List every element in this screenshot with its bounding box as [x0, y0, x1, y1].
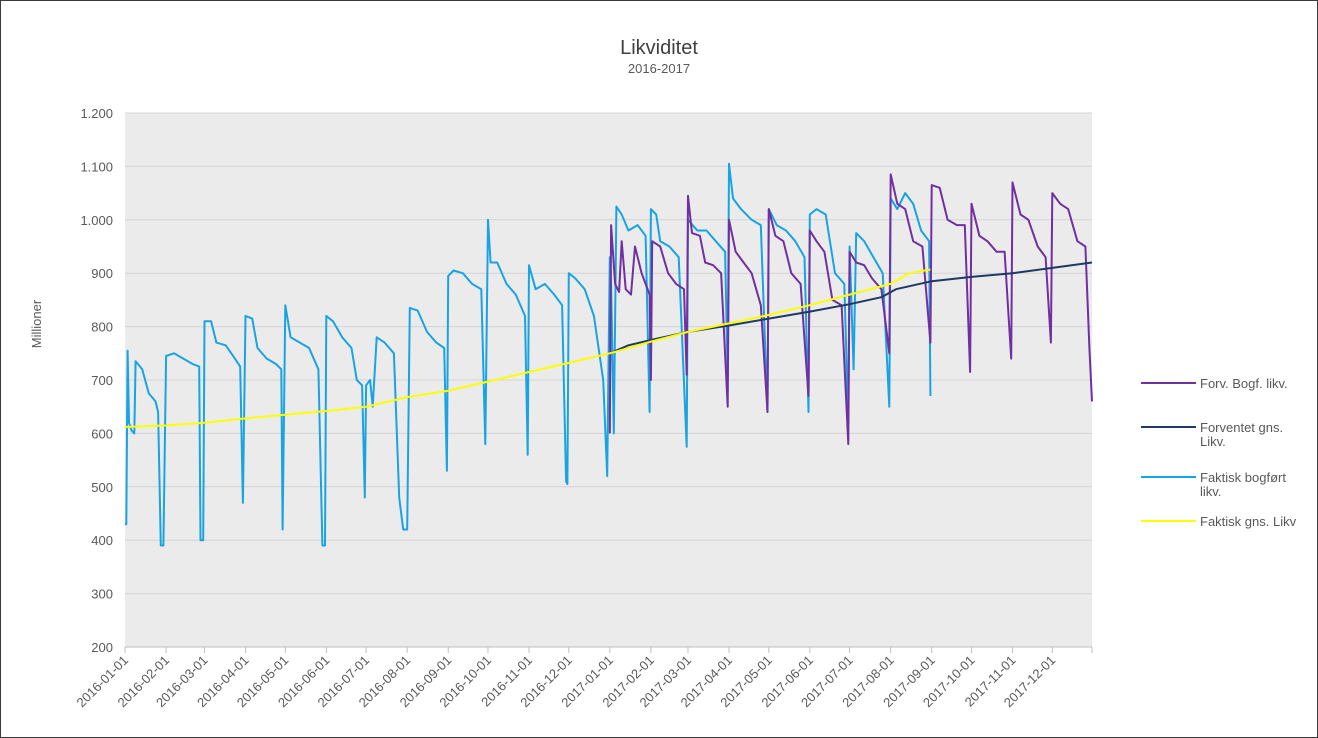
legend-label: Forv. Bogf. likv.: [1200, 376, 1288, 391]
legend-label: Forventet gns. Likv.: [1200, 420, 1283, 449]
legend-label: Faktisk gns. Likv: [1200, 514, 1297, 529]
y-tick-label: 1.100: [80, 159, 113, 174]
y-tick-label: 300: [91, 587, 113, 602]
y-tick-label: 700: [91, 373, 113, 388]
y-tick-label: 800: [91, 320, 113, 335]
legend-entry: Forv. Bogf. likv.: [1141, 376, 1288, 391]
gridlines: [125, 112, 1092, 648]
y-tick-label: 1.000: [80, 213, 113, 228]
series-line-faktisk-gns-likv: [124, 268, 931, 428]
y-tick-label: 1.200: [80, 106, 113, 121]
y-tick-label: 200: [91, 640, 113, 655]
y-axis-ticks: 200 300 400 500 600 700 800 900 1.000 1.100 1.200: [80, 106, 113, 655]
y-tick-label: 900: [91, 266, 113, 281]
legend-entry: Faktisk gns. Likv: [1141, 514, 1297, 529]
y-tick-label: 600: [91, 426, 113, 441]
chart-subtitle: 2016-2017: [628, 61, 690, 76]
series-line-forventet-gns-likv: [609, 261, 1093, 355]
y-tick-label: 400: [91, 533, 113, 548]
legend: Forv. Bogf. likv. Forventet gns. Likv. Fakt…: [1141, 376, 1297, 529]
y-axis-label: Millioner: [29, 299, 44, 348]
chart-title: Likviditet: [620, 37, 698, 59]
legend-label: Faktisk bogført likv.: [1200, 470, 1286, 499]
series-line-faktisk-bogf-rt-likv: [125, 162, 932, 547]
series-line-forv-bogf-likv: [608, 173, 1093, 446]
series-lines: [124, 162, 1093, 547]
x-axis-ticks: 2016-01-012016-02-012016-03-012016-04-01…: [73, 646, 1093, 710]
y-tick-label: 500: [91, 480, 113, 495]
legend-entry: Faktisk bogført likv.: [1141, 470, 1286, 499]
legend-entry: Forventet gns. Likv.: [1141, 420, 1283, 449]
